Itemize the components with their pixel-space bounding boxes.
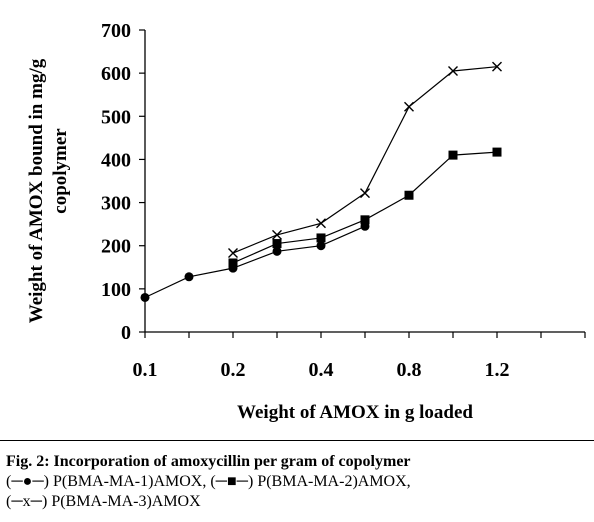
data-point bbox=[316, 233, 326, 243]
data-point bbox=[184, 272, 194, 282]
series-layer bbox=[140, 61, 502, 302]
caption-legend-3: (─x─) P(BMA-MA-3)AMOX bbox=[6, 493, 201, 510]
y-tick-label: 700 bbox=[101, 20, 131, 42]
series-line bbox=[144, 225, 366, 299]
data-point bbox=[448, 150, 458, 160]
axes bbox=[144, 30, 585, 333]
x-tick-label: 0.1 bbox=[133, 359, 158, 381]
caption-title: Fig. 2: Incorporation of amoxycillin per… bbox=[6, 453, 411, 470]
y-axis-label-line1: Weight of AMOX bound in mg/g bbox=[26, 58, 47, 323]
caption-legend-2: (─■─) P(BMA-MA-2)AMOX, bbox=[210, 473, 411, 490]
y-ticks: 0 100 200 300 400 500 600 700 bbox=[101, 20, 145, 344]
series-1 bbox=[140, 221, 370, 302]
x-axis-label: Weight of AMOX in g loaded bbox=[237, 402, 473, 423]
data-point bbox=[492, 61, 502, 72]
y-tick-label: 500 bbox=[101, 106, 131, 128]
data-point bbox=[404, 190, 414, 200]
data-point bbox=[316, 241, 326, 251]
data-point bbox=[140, 292, 150, 302]
x-tick-label: 1.2 bbox=[485, 359, 510, 381]
separator-line bbox=[0, 440, 594, 441]
figure-caption: Fig. 2: Incorporation of amoxycillin per… bbox=[6, 452, 590, 512]
x-tick-label: 0.2 bbox=[221, 359, 246, 381]
x-ticks: 0.1 0.2 0.4 0.8 1.2 bbox=[133, 332, 586, 381]
y-tick-label: 100 bbox=[101, 279, 131, 301]
data-point bbox=[272, 246, 282, 256]
series-2 bbox=[228, 147, 502, 268]
data-point bbox=[492, 147, 502, 157]
data-point bbox=[316, 218, 326, 229]
y-tick-label: 400 bbox=[101, 149, 131, 171]
data-point bbox=[228, 258, 238, 268]
y-tick-label: 300 bbox=[101, 193, 131, 215]
x-tick-label: 0.4 bbox=[309, 359, 334, 381]
data-point bbox=[272, 229, 282, 240]
chart: 0 100 200 300 400 500 600 700 0.1 0.2 0.4 0.8 1.2 W… bbox=[26, 20, 586, 423]
y-axis-label-line2: copolymer bbox=[50, 128, 71, 214]
caption-legend-1: (─●─) P(BMA-MA-1)AMOX, bbox=[6, 473, 207, 490]
series-3 bbox=[228, 61, 502, 259]
data-point bbox=[360, 215, 370, 225]
data-point bbox=[448, 65, 458, 76]
y-tick-label: 600 bbox=[101, 63, 131, 85]
data-point bbox=[360, 188, 370, 199]
x-tick-label: 0.8 bbox=[397, 359, 422, 381]
y-tick-label: 0 bbox=[121, 322, 131, 344]
data-point bbox=[404, 101, 414, 112]
data-point bbox=[272, 239, 282, 249]
data-point bbox=[228, 248, 238, 259]
y-tick-label: 200 bbox=[101, 236, 131, 258]
